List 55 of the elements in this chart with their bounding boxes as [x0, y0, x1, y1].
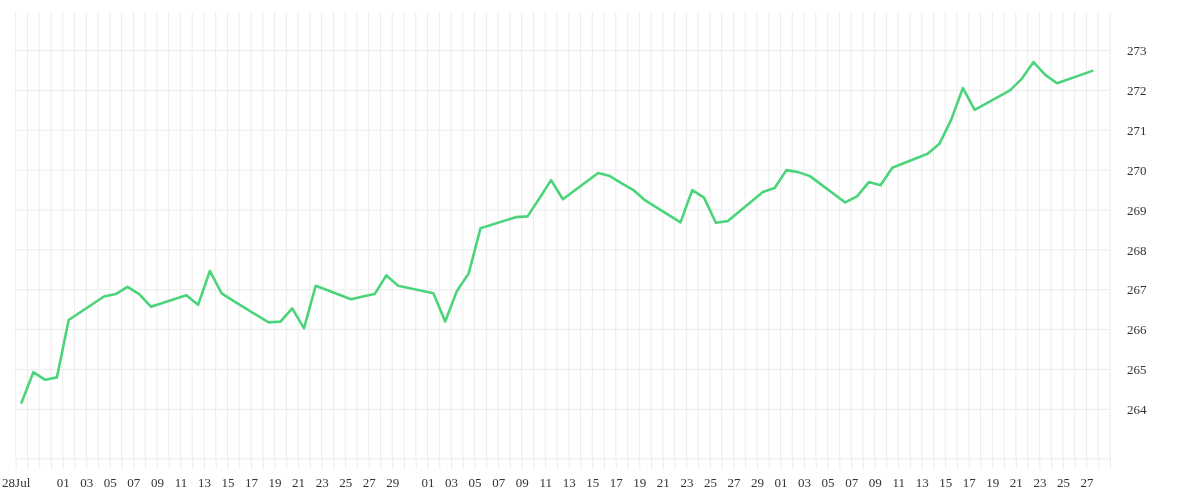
x-tick-label: 23 — [315, 474, 329, 490]
x-tick-label: 17 — [609, 474, 624, 490]
x-tick-label: 27 — [362, 474, 377, 490]
x-tick-label: 27 — [727, 474, 741, 490]
x-tick-label: 01 — [421, 474, 435, 490]
y-tick-label: 271 — [1127, 122, 1147, 138]
x-tick-label: 03 — [798, 474, 812, 490]
x-tick-label: 11 — [892, 474, 905, 490]
y-tick-label: 267 — [1127, 282, 1147, 298]
x-tick-label: 15 — [939, 474, 953, 490]
x-tick-label: 19 — [268, 474, 282, 490]
y-tick-label: 270 — [1127, 162, 1147, 178]
x-tick-label: 09 — [150, 474, 164, 490]
x-tick-label: 13 — [197, 474, 211, 490]
x-tick-label: 17 — [962, 474, 977, 490]
x-tick-label: 07 — [127, 474, 141, 490]
x-tick-label: 19 — [986, 474, 1000, 490]
x-tick-label: 25 — [703, 474, 717, 490]
x-tick-label: 29 — [386, 474, 400, 490]
x-tick-label: 03 — [80, 474, 94, 490]
x-tick-label: 01 — [774, 474, 788, 490]
x-tick-label: 15 — [221, 474, 235, 490]
y-tick-label: 272 — [1127, 83, 1147, 99]
x-tick-label: 01 — [56, 474, 70, 490]
x-tick-label: 13 — [915, 474, 929, 490]
y-tick-label: 273 — [1127, 43, 1147, 59]
x-tick-label: 25 — [339, 474, 353, 490]
x-tick-label: 05 — [468, 474, 482, 490]
y-tick-label: 266 — [1127, 322, 1147, 338]
x-tick-label: 23 — [680, 474, 694, 490]
x-tick-label: 25 — [1056, 474, 1070, 490]
x-tick-label: 23 — [1033, 474, 1047, 490]
x-tick-label: 13 — [562, 474, 576, 490]
x-tick-label: 07 — [845, 474, 859, 490]
x-tick-label: 05 — [103, 474, 117, 490]
x-tick-label: 07 — [492, 474, 506, 490]
x-tick-label: 03 — [445, 474, 459, 490]
x-tick-label: 05 — [821, 474, 835, 490]
y-tick-label: 264 — [1127, 401, 1147, 417]
x-tick-label: 27 — [1080, 474, 1094, 490]
y-tick-label: 268 — [1127, 242, 1147, 258]
x-tick-label: 29 — [751, 474, 764, 490]
x-tick-label: 17 — [245, 474, 259, 490]
y-tick-label: 269 — [1127, 202, 1147, 218]
x-tick-label: 09 — [515, 474, 529, 490]
x-tick-label: 15 — [586, 474, 600, 490]
x-tick-label: 21 — [1009, 474, 1023, 490]
x-tick-label: 09 — [868, 474, 882, 490]
x-tick-label: 21 — [656, 474, 670, 490]
y-tick-label: 265 — [1127, 362, 1147, 378]
x-tick-label: 11 — [539, 474, 552, 490]
x-tick-label: 11 — [174, 474, 188, 490]
x-tick-label: 28Jul — [2, 474, 31, 490]
x-tick-label: 21 — [292, 474, 306, 490]
x-tick-label: 19 — [633, 474, 647, 490]
